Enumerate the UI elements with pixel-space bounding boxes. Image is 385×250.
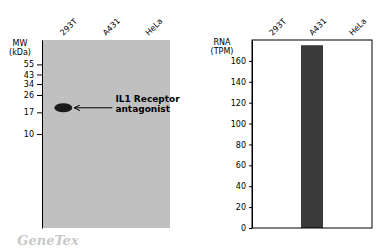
text-line: MW <box>13 39 28 48</box>
category-label: HeLa <box>144 17 165 38</box>
y-axis: 0 20 40 60 80 100 120 140 160 <box>231 41 253 234</box>
tick-mark <box>37 112 42 113</box>
tick: 26 <box>24 91 42 100</box>
category-tick: HeLa <box>348 17 369 38</box>
tick-label: 55 <box>24 60 34 69</box>
bar <box>301 45 323 228</box>
tick-mark <box>249 165 252 166</box>
category-label: A431 <box>101 16 122 37</box>
tick-label: 26 <box>24 91 34 100</box>
y-axis-label: RNA(TPM) <box>211 38 234 56</box>
tick: 0 <box>241 224 252 233</box>
tick-label: 160 <box>231 57 246 66</box>
tick-mark <box>249 186 252 187</box>
tick-label: 34 <box>24 80 34 89</box>
tick-label: 10 <box>24 130 34 139</box>
tick-mark <box>37 95 42 96</box>
tick-label: 20 <box>236 203 246 212</box>
figure: 55 4334 26 17 10 MW(kDa) 293T A431 HeLa IL1 Recep… <box>0 0 385 250</box>
tick-mark <box>249 228 252 229</box>
tick-mark <box>249 103 252 104</box>
tick: 17 <box>24 108 42 117</box>
text-line: GeneTex <box>17 233 79 248</box>
axis-line <box>42 41 43 229</box>
tick-mark <box>249 124 252 125</box>
category-tick: A431 <box>101 16 122 37</box>
blot-panel <box>42 40 170 228</box>
tick: 55 <box>24 60 42 69</box>
tick-label: 43 <box>24 71 34 80</box>
tick-label: 17 <box>24 108 34 117</box>
axis-line <box>252 41 253 229</box>
tick-mark <box>249 82 252 83</box>
text-line: IL1 Receptor <box>115 94 180 104</box>
watermark: GeneTex <box>17 233 79 248</box>
tick: 34 <box>24 80 42 89</box>
protein-band <box>54 103 72 112</box>
category-labels: 293T A431 HeLa <box>268 16 369 37</box>
tick-label: 0 <box>241 224 246 233</box>
category-tick: A431 <box>308 16 329 37</box>
tick: 100 <box>231 120 252 129</box>
tick: 80 <box>236 141 252 150</box>
tick-label: 80 <box>236 141 246 150</box>
tick-mark <box>249 144 252 145</box>
tick: 40 <box>236 182 252 191</box>
tick-label: 120 <box>231 99 246 108</box>
tick-label: 60 <box>236 161 246 170</box>
tick-label: 100 <box>231 120 246 129</box>
y-axis: 55 4334 26 17 10 <box>24 41 43 229</box>
text-line: RNA <box>213 38 231 47</box>
text-line: (TPM) <box>211 47 234 56</box>
tick: 120 <box>231 99 252 108</box>
tick-mark <box>37 64 42 65</box>
text-line: antagonist <box>115 104 170 114</box>
tick-mark <box>37 134 42 135</box>
tick-mark <box>37 84 42 85</box>
tick: 160 <box>231 57 252 66</box>
category-label: A431 <box>308 16 329 37</box>
category-label: 293T <box>268 17 289 38</box>
tick: 10 <box>24 130 42 139</box>
category-tick: 293T <box>58 17 79 38</box>
arrow <box>74 107 112 108</box>
text-line: (kDa) <box>9 48 31 57</box>
y-axis-label: MW(kDa) <box>9 39 31 57</box>
tick: 140 <box>231 78 252 87</box>
category-label: HeLa <box>348 17 369 38</box>
tick: 43 <box>24 71 42 80</box>
annotation: IL1 Receptorantagonist <box>115 94 180 114</box>
tick-label: 140 <box>231 78 246 87</box>
category-tick: HeLa <box>144 17 165 38</box>
category-tick: 293T <box>268 17 289 38</box>
tick: 20 <box>236 203 252 212</box>
tick: 60 <box>236 161 252 170</box>
plot-frame <box>252 40 372 228</box>
lane-labels: 293T A431 HeLa <box>58 16 164 37</box>
tick-mark <box>37 74 42 75</box>
tick-mark <box>249 61 252 62</box>
tick-label: 40 <box>236 182 246 191</box>
tick-mark <box>249 207 252 208</box>
category-label: 293T <box>58 17 79 38</box>
bands <box>54 103 72 112</box>
bars <box>301 45 323 228</box>
